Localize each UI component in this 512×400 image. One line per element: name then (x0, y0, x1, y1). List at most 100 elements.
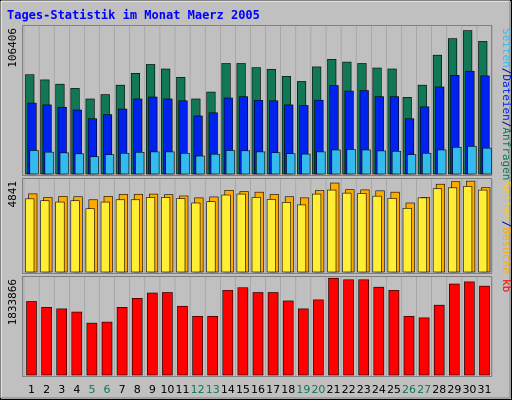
x-tick-label-day-20: 20 (311, 383, 325, 396)
x-tick-label-day-19: 19 (296, 383, 310, 396)
bar-top-seiten-day-11 (180, 152, 190, 175)
bar-top-seiten-day-25 (391, 151, 402, 175)
series-label-part-top-3: / (500, 121, 512, 128)
y-max-labels: 106406 4841 1833866 (6, 28, 19, 325)
bar-top-seiten-day-26 (406, 154, 417, 175)
bar-top-seiten-day-8 (135, 152, 145, 175)
x-tick-label-day-30: 30 (462, 383, 476, 396)
bar-bottom-kb-day-13 (207, 315, 218, 376)
bar-middle-seiten-day-17 (266, 199, 276, 273)
bar-top-seiten-day-21 (331, 149, 341, 175)
bar-bottom-kb-day-16 (252, 292, 264, 376)
bar-middle-seiten-day-5 (85, 208, 95, 273)
bar-middle-seiten-day-14 (221, 194, 231, 273)
bar-top-seiten-day-15 (240, 150, 250, 175)
x-tick-label-day-3: 3 (58, 383, 65, 396)
bar-bottom-kb-day-17 (267, 292, 279, 376)
bar-top-seiten-day-4 (74, 153, 84, 175)
bar-top-seiten-day-13 (210, 153, 220, 175)
bar-middle-seiten-day-7 (115, 199, 125, 273)
bar-middle-seiten-day-26 (402, 208, 412, 273)
series-label-bottom: kb (500, 279, 512, 292)
bar-middle-seiten-day-9 (146, 197, 156, 273)
bar-bottom-kb-day-27 (418, 317, 430, 376)
series-label-part-middle-2: Besuche (500, 227, 512, 273)
bar-bottom-kb-day-31 (479, 285, 490, 376)
x-tick-label-day-29: 29 (447, 383, 461, 396)
bar-bottom-kb-day-25 (388, 290, 400, 376)
y-max-label-top: 106406 (6, 28, 19, 68)
bar-bottom-kb-day-7 (116, 306, 128, 376)
bar-middle-seiten-day-6 (100, 201, 110, 273)
bar-top-seiten-day-23 (361, 149, 371, 175)
x-tick-label-day-12: 12 (191, 383, 205, 396)
series-label-part-top-4: Anfragen (500, 127, 512, 180)
bars-group (25, 30, 492, 376)
x-tick-label-day-26: 26 (402, 383, 416, 396)
bar-top-seiten-day-2 (44, 151, 54, 175)
bar-middle-seiten-day-18 (281, 202, 292, 273)
bar-top-seiten-day-6 (105, 154, 115, 175)
bar-bottom-kb-day-20 (313, 299, 324, 376)
bar-middle-seiten-day-29 (447, 187, 458, 273)
bar-middle-seiten-day-20 (312, 193, 322, 273)
bar-middle-seiten-day-23 (357, 193, 367, 273)
bar-middle-seiten-day-2 (40, 200, 50, 273)
y-max-label-middle: 4841 (6, 181, 19, 208)
x-tick-label-day-1: 1 (28, 383, 35, 396)
bar-top-seiten-day-29 (452, 147, 462, 175)
bar-bottom-kb-day-30 (464, 281, 475, 376)
bar-top-seiten-day-30 (467, 146, 477, 175)
bar-middle-seiten-day-4 (70, 200, 80, 273)
bar-middle-seiten-day-13 (206, 201, 216, 273)
bar-bottom-kb-day-2 (41, 306, 52, 376)
chart-title: Tages-Statistik im Monat Maerz 2005 (7, 8, 260, 22)
bar-middle-seiten-day-12 (191, 202, 201, 273)
bar-bottom-kb-day-28 (433, 304, 445, 376)
bar-middle-seiten-day-25 (387, 198, 397, 273)
x-tick-label-day-2: 2 (43, 383, 50, 396)
bar-top-seiten-day-3 (59, 152, 69, 175)
bar-middle-seiten-day-22 (342, 192, 352, 273)
bar-top-seiten-day-24 (376, 150, 386, 175)
grid-lines (23, 26, 493, 376)
bar-bottom-kb-day-21 (328, 277, 339, 376)
x-tick-label-day-11: 11 (176, 383, 190, 396)
x-tick-label-day-7: 7 (119, 383, 126, 396)
x-tick-label-day-15: 15 (236, 383, 250, 396)
x-tick-label-day-24: 24 (372, 383, 386, 396)
bar-top-seiten-day-31 (482, 147, 492, 175)
series-label-part-bottom-0: kb (500, 279, 512, 292)
bar-bottom-kb-day-12 (192, 315, 203, 376)
series-label-top: Seiten/Dateien/Anfragen (500, 28, 512, 180)
bar-bottom-kb-day-6 (101, 321, 113, 376)
bar-middle-seiten-day-28 (432, 188, 443, 273)
series-label-part-middle-0: Seiten (500, 181, 512, 221)
series-label-part-top-1: / (500, 68, 512, 75)
bar-bottom-kb-day-1 (26, 301, 37, 376)
series-label-middle: Seiten/Besuche (500, 181, 512, 274)
bar-bottom-kb-day-15 (237, 287, 249, 376)
bar-middle-seiten-day-27 (417, 197, 427, 273)
bar-top-seiten-day-5 (89, 156, 99, 175)
bar-top-seiten-day-1 (29, 150, 39, 175)
x-tick-label-day-31: 31 (478, 383, 492, 396)
bar-bottom-kb-day-24 (373, 286, 385, 376)
bar-bottom-kb-day-14 (222, 290, 234, 376)
bar-top-seiten-day-7 (120, 152, 130, 175)
bar-middle-seiten-day-15 (236, 193, 246, 273)
bar-middle-seiten-day-11 (176, 198, 186, 273)
bar-top-seiten-day-10 (165, 151, 175, 175)
x-tick-label-day-9: 9 (149, 383, 156, 396)
x-tick-label-day-13: 13 (206, 383, 220, 396)
bar-middle-seiten-day-16 (251, 197, 261, 273)
bar-bottom-kb-day-19 (297, 308, 309, 376)
x-tick-label-day-10: 10 (160, 383, 174, 396)
bar-top-seiten-day-20 (316, 151, 326, 175)
bar-middle-seiten-day-24 (372, 195, 382, 273)
bar-middle-seiten-day-30 (463, 186, 473, 273)
bar-top-seiten-day-14 (225, 150, 235, 175)
x-tick-label-day-16: 16 (251, 383, 265, 396)
